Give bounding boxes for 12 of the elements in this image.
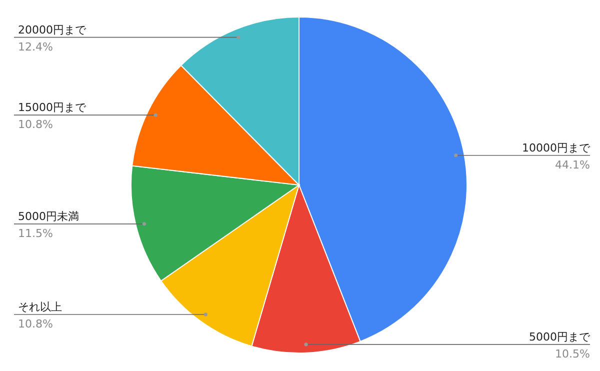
data-label: 10.8%: [18, 317, 53, 330]
data-label: 12.4%: [18, 40, 53, 54]
data-label: 11.5%: [18, 226, 53, 240]
slice-label: それ以上: [18, 300, 62, 314]
slice-label: 20000円まで: [18, 23, 87, 36]
slice-label: 10000円まで: [522, 141, 591, 154]
data-label: 10.8%: [18, 118, 53, 132]
slice-label: 15000円まで: [18, 101, 87, 114]
data-label: 44.1%: [555, 158, 590, 172]
slice-label: 5000円未満: [18, 210, 79, 223]
data-label: 10.5%: [555, 347, 590, 360]
slice-label: 5000円まで: [529, 330, 591, 344]
